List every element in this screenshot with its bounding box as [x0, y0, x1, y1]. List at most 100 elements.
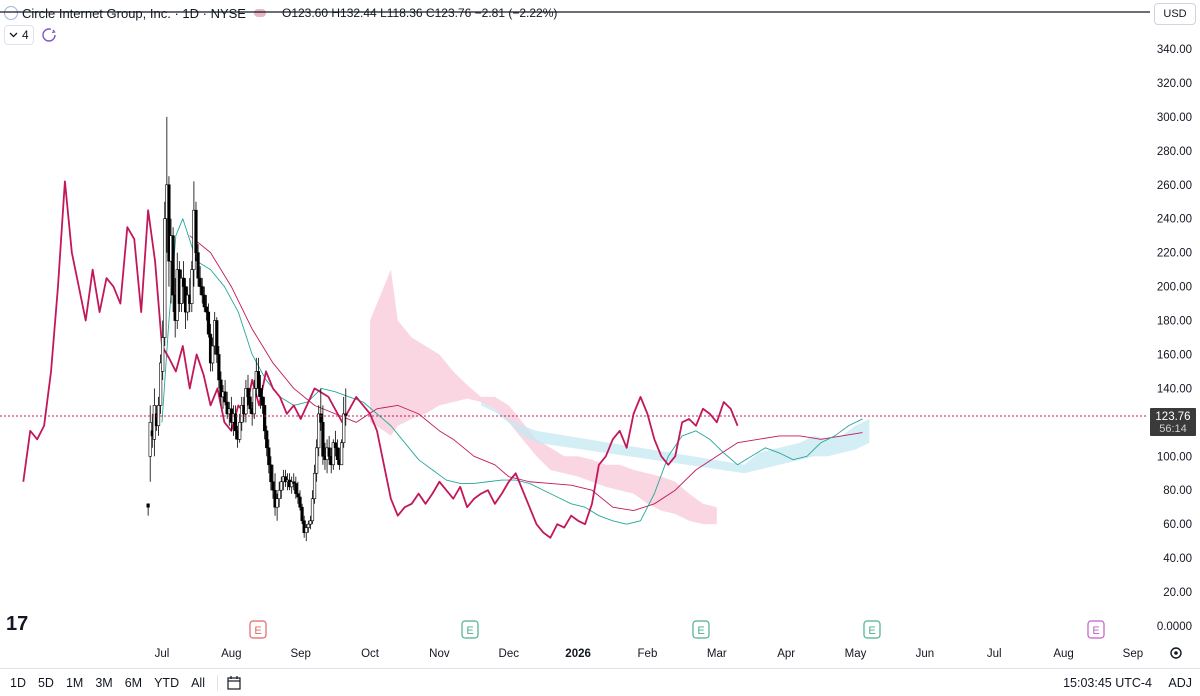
candle — [246, 374, 250, 406]
y-tick-label: 140.00 — [1157, 383, 1192, 395]
candle — [161, 320, 165, 380]
x-tick-label: Apr — [777, 648, 795, 660]
candle-body — [248, 396, 252, 410]
ohlc-low-label: L — [380, 6, 387, 20]
adj-toggle[interactable]: ADJ — [1168, 675, 1192, 690]
earnings-marker-box — [249, 620, 267, 639]
candle-body — [263, 405, 267, 432]
candle-body — [246, 388, 250, 398]
candle — [290, 476, 294, 494]
refresh-icon[interactable] — [40, 26, 58, 44]
price-countdown: 56:14 — [1159, 423, 1187, 435]
candle-body — [256, 371, 260, 389]
x-tick-label: May — [845, 648, 867, 660]
calendar-icon[interactable] — [224, 674, 244, 692]
candle-body — [308, 520, 313, 525]
candle — [148, 405, 152, 482]
candle-body — [269, 464, 273, 483]
earnings-marker-label: E — [697, 625, 704, 637]
candle — [304, 524, 308, 542]
range-1m[interactable]: 1M — [65, 675, 84, 690]
candle-body — [179, 277, 184, 304]
y-tick-label: 240.00 — [1157, 214, 1192, 226]
candle — [252, 379, 256, 419]
candle-body — [233, 413, 238, 432]
symbol-title: Circle Internet Group, Inc. · 1D · NYSE — [22, 5, 246, 21]
candle-body — [206, 311, 211, 335]
candle — [179, 269, 184, 313]
symbol-logo-icon — [4, 6, 18, 20]
candle-body — [265, 430, 269, 449]
earnings-marker-box — [863, 620, 881, 639]
settings-icon[interactable] — [1170, 647, 1182, 659]
range-5d[interactable]: 5D — [37, 675, 54, 690]
candle — [200, 278, 204, 304]
ichimoku-cloud-bull — [481, 401, 870, 474]
range-ytd[interactable]: YTD — [154, 675, 180, 690]
tradingview-logo-icon[interactable]: 17 — [6, 613, 28, 635]
range-3m[interactable]: 3M — [95, 675, 113, 690]
candle — [269, 456, 273, 491]
candle-body — [331, 442, 335, 466]
candle-body — [298, 496, 302, 508]
candle — [312, 464, 317, 504]
candle-body — [204, 306, 208, 313]
candle — [277, 481, 281, 508]
candle — [196, 244, 200, 287]
symbol-legend[interactable]: Circle Internet Group, Inc. · 1D · NYSE … — [4, 4, 557, 22]
candle-body — [146, 503, 150, 508]
candle — [260, 385, 265, 414]
candle — [211, 337, 215, 372]
earnings-marker-icon[interactable]: E — [692, 620, 710, 639]
currency-selector[interactable]: USD — [1154, 3, 1196, 25]
candle-body — [296, 493, 300, 498]
ichimoku-conversion-line — [161, 218, 863, 525]
candle-body — [267, 447, 271, 466]
x-tick-label: Sep — [1123, 648, 1143, 660]
indicators-toggle[interactable]: 4 — [4, 25, 34, 45]
candle — [302, 515, 306, 538]
candle — [238, 413, 242, 443]
candle — [206, 303, 211, 338]
ohlc-open-label: O — [281, 6, 292, 20]
y-tick-label: 80.00 — [1163, 485, 1192, 497]
candle — [171, 227, 175, 313]
y-tick-label: 220.00 — [1157, 248, 1192, 260]
candle-body — [292, 481, 296, 484]
earnings-marker-icon[interactable]: E — [461, 620, 479, 639]
candle-body — [200, 286, 204, 296]
price-label-box — [1150, 407, 1196, 436]
candle-body — [244, 388, 248, 415]
candle-body — [148, 422, 152, 457]
candle-body — [225, 401, 229, 415]
y-tick-label: 60.00 — [1163, 519, 1192, 531]
earnings-marker-box — [1087, 620, 1105, 639]
earnings-marker-icon[interactable]: E — [249, 620, 267, 639]
y-tick-label: 300.00 — [1157, 112, 1192, 124]
earnings-marker-box — [461, 620, 479, 639]
range-6m[interactable]: 6M — [124, 675, 143, 690]
x-tick-label: Dec — [499, 648, 520, 660]
candle-body — [317, 413, 321, 449]
range-1d[interactable]: 1D — [10, 675, 26, 690]
candle — [256, 357, 260, 397]
earnings-marker-icon[interactable]: E — [1087, 620, 1105, 639]
candle-body — [252, 388, 256, 415]
range-all[interactable]: All — [191, 675, 205, 690]
candle — [271, 464, 275, 499]
candle-body — [211, 345, 215, 364]
clock[interactable]: 15:03:45 UTC-4 — [1063, 675, 1152, 690]
earnings-marker-icon[interactable]: E — [863, 620, 881, 639]
candle-body — [283, 476, 288, 483]
indicator-count: 4 — [22, 28, 29, 42]
x-tick-label: Oct — [361, 648, 380, 660]
y-tick-label: 40.00 — [1163, 553, 1192, 565]
ichimoku-base-line — [189, 235, 863, 512]
candle — [292, 473, 296, 491]
candle — [263, 396, 267, 440]
candle-body — [217, 354, 221, 381]
ohlc-low: 118.36 — [386, 6, 423, 20]
candle — [333, 430, 337, 457]
candle — [163, 201, 167, 346]
